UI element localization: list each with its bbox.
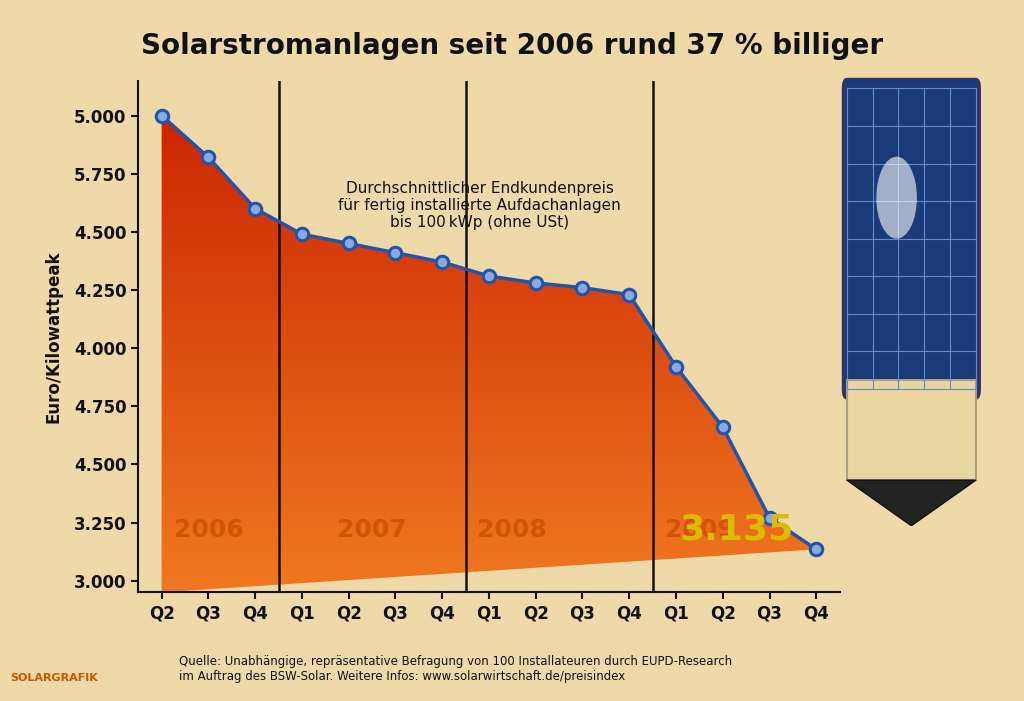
- Y-axis label: Euro/Kilowattpeak: Euro/Kilowattpeak: [45, 250, 62, 423]
- Text: SOLARGRAFIK: SOLARGRAFIK: [10, 674, 98, 683]
- Text: 2006: 2006: [173, 517, 244, 542]
- Text: 2009: 2009: [665, 517, 734, 542]
- Text: Solarstromanlagen seit 2006 rund 37 % billiger: Solarstromanlagen seit 2006 rund 37 % bi…: [141, 32, 883, 60]
- FancyBboxPatch shape: [847, 380, 976, 480]
- Text: 2008: 2008: [477, 517, 547, 542]
- Polygon shape: [847, 480, 976, 526]
- FancyBboxPatch shape: [843, 79, 980, 398]
- Text: Durchschnittlicher Endkundenpreis
für fertig installierte Aufdachanlagen
bis 100: Durchschnittlicher Endkundenpreis für fe…: [338, 181, 621, 231]
- Text: Quelle: Unabhängige, repräsentative Befragung von 100 Installateuren durch EUPD-: Quelle: Unabhängige, repräsentative Befr…: [179, 655, 732, 683]
- Text: 3.135: 3.135: [680, 512, 794, 547]
- Text: 2007: 2007: [337, 517, 407, 542]
- Ellipse shape: [877, 156, 916, 238]
